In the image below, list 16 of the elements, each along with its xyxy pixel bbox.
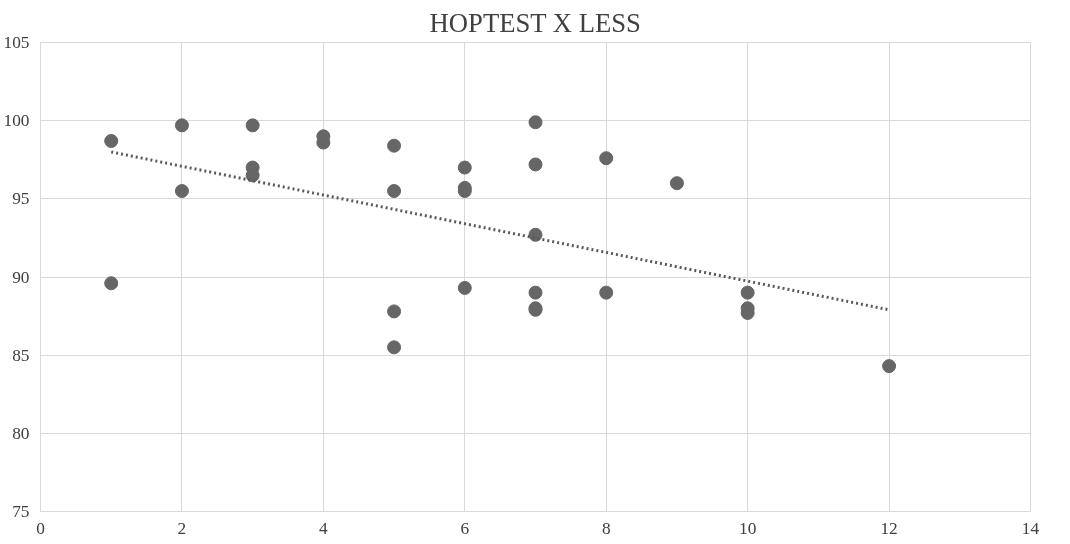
- y-tick-label: 100: [3, 111, 30, 131]
- x-tick-label: 0: [36, 518, 45, 538]
- x-tick-label: 4: [319, 518, 329, 538]
- x-tick-label: 10: [738, 518, 757, 538]
- y-tick-label: 80: [12, 423, 30, 443]
- x-tick-label: 14: [1021, 518, 1040, 538]
- x-tick-label: 2: [177, 518, 187, 538]
- chart-title: HOPTEST X LESS: [429, 7, 641, 38]
- y-tick-label: 95: [12, 189, 30, 209]
- y-tick-label: 90: [12, 267, 30, 287]
- x-tick-label: 12: [880, 518, 898, 538]
- x-tick-label: 6: [460, 518, 470, 538]
- x-tick-label: 8: [601, 518, 611, 538]
- y-tick-label: 85: [12, 345, 30, 365]
- y-tick-label: 105: [3, 33, 30, 52]
- y-tick-label: 75: [12, 502, 30, 521]
